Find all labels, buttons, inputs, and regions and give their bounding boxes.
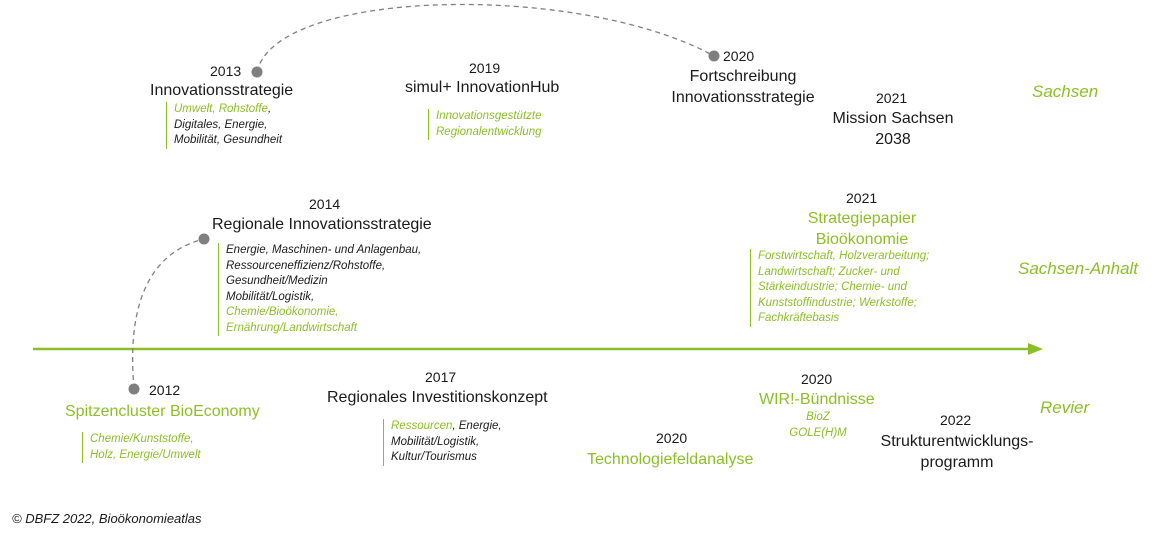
note-2013-line3: Mobilität, Gesundheit <box>174 134 283 146</box>
note-2019-line2: Regionalentwicklung <box>436 125 542 138</box>
region-label-revier: Revier <box>1040 398 1090 417</box>
note-2021sa-line2: Landwirtschaft; Zucker- und <box>758 265 900 278</box>
note-2014-line2: Ressourceneffizienz/Rohstoffe, <box>226 259 386 272</box>
note-2021sa-line4: Kunststoffindustrie; Werkstoffe; <box>758 296 917 309</box>
note-2017-line1-green: Ressourcen <box>391 420 453 432</box>
year-2020-sachsen: 2020 <box>723 48 755 64</box>
title-spitzencluster: Spitzencluster BioEconomy <box>65 403 260 420</box>
notes-2012: Chemie/Kunststoffe, Holz, Energie/Umwelt <box>82 432 201 463</box>
note-wir-line1: BioZ <box>806 411 830 423</box>
note-2021sa-line5: Fachkräftebasis <box>758 312 840 324</box>
year-2017: 2017 <box>425 369 457 385</box>
note-2014-line3: Gesundheit/Medizin <box>226 275 328 287</box>
note-2014-line4: Mobilität/Logistik, <box>226 290 315 303</box>
note-2021sa-line1: Forstwirtschaft, Holzverarbeitung; <box>758 250 930 262</box>
dot-2014 <box>198 233 210 245</box>
title-strategiepapier-line1: Strategiepapier <box>807 210 917 227</box>
connector-2013-2020 <box>256 3 715 73</box>
title-mission-sachsen-line1: Mission Sachsen <box>832 110 954 127</box>
year-2012: 2012 <box>149 382 181 398</box>
year-2021-sachsen: 2021 <box>876 90 908 106</box>
title-mission-sachsen: Mission Sachsen 2038 <box>823 108 963 150</box>
notes-2013: Umwelt, Rohstoffe, Digitales, Energie, M… <box>166 102 282 149</box>
year-2020-technologiefeld: 2020 <box>656 430 688 446</box>
title-fortschreibung-line1: Fortschreibung <box>689 68 797 85</box>
note-2017-line3: Kultur/Tourismus <box>391 451 477 463</box>
region-label-sachsen: Sachsen <box>1032 82 1099 101</box>
title-regionales-investitionskonzept: Regionales Investitionskonzept <box>327 389 548 406</box>
title-wir-buendnisse: WIR!-Bündnisse <box>759 391 875 408</box>
title-struktur-line1: Strukturentwicklungs- <box>880 433 1034 450</box>
notes-2014: Energie, Maschinen- und Anlagenbau, Ress… <box>218 243 421 336</box>
title-simul-innovationhub: simul+ InnovationHub <box>405 79 560 96</box>
title-strategiepapier-line2: Bioökonomie <box>815 231 909 248</box>
notes-2020-wir: BioZ GOLE(H)M <box>768 410 868 441</box>
region-label-sachsen-anhalt: Sachsen-Anhalt <box>1018 259 1139 278</box>
note-2014-line6: Ernährung/Landwirtschaft <box>226 321 358 334</box>
title-fortschreibung-line2: Innovationsstrategie <box>671 89 815 106</box>
note-wir-line2: GOLE(H)M <box>789 426 847 439</box>
note-2017-line2: Mobilität/Logistik, <box>391 435 480 448</box>
year-2019: 2019 <box>469 60 501 76</box>
year-2013: 2013 <box>210 63 242 79</box>
dot-2013 <box>251 66 263 78</box>
title-regionale-innovationsstrategie: Regionale Innovationsstrategie <box>212 216 432 233</box>
title-fortschreibung: Fortschreibung Innovationsstrategie <box>663 66 823 108</box>
note-2019-line1: Innovationsgestützte <box>436 110 542 122</box>
year-2022: 2022 <box>940 412 972 428</box>
title-innovationsstrategie-2013: Innovationsstrategie <box>150 82 294 99</box>
title-mission-sachsen-line2: 2038 <box>875 131 911 148</box>
note-2021sa-line3: Stärkeindustrie; Chemie- und <box>758 281 907 293</box>
copyright-note: © DBFZ 2022, Bioökonomieatlas <box>12 511 202 526</box>
title-struktur-line2: programm <box>920 454 994 471</box>
year-2014: 2014 <box>309 196 341 212</box>
note-2013-line1-green: Umwelt, Rohstoffe <box>174 103 268 115</box>
dot-2012 <box>128 383 140 395</box>
connector-2012-2014 <box>131 238 205 390</box>
title-strukturentwicklungsprogramm: Strukturentwicklungs- programm <box>872 431 1042 473</box>
notes-2017: Ressourcen, Energie, Mobilität/Logistik,… <box>383 419 502 466</box>
note-2013-line1-rest: , <box>267 103 272 115</box>
timeline-arrow-head <box>1028 343 1043 355</box>
note-2014-line1: Energie, Maschinen- und Anlagenbau, <box>226 244 422 256</box>
notes-2019: Innovationsgestützte Regionalentwicklung <box>428 109 542 140</box>
year-2020-wir: 2020 <box>801 371 833 387</box>
note-2014-line5: Chemie/Bioökonomie, <box>226 306 339 318</box>
note-2017-line1-rest: , Energie, <box>452 420 502 432</box>
note-2013-line2: Digitales, Energie, <box>174 118 268 131</box>
dot-2020 <box>708 50 720 62</box>
title-technologiefeldanalyse: Technologiefeldanalyse <box>587 451 754 468</box>
title-strategiepapier: Strategiepapier Bioökonomie <box>792 208 932 250</box>
note-2012-line2: Holz, Energie/Umwelt <box>90 448 201 461</box>
note-2012-line1: Chemie/Kunststoffe, <box>90 433 194 445</box>
notes-2021-sachsen-anhalt: Forstwirtschaft, Holzverarbeitung; Landw… <box>750 249 929 327</box>
year-2021-sachsen-anhalt: 2021 <box>846 190 878 206</box>
